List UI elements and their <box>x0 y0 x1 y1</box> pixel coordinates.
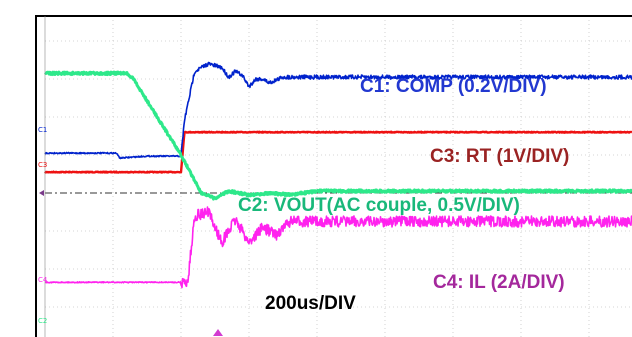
c4-il-trace <box>44 206 632 289</box>
traces <box>44 61 632 289</box>
c2-vout-trace <box>44 70 632 201</box>
c1-comp-trace <box>44 61 632 160</box>
timebase-label: 200us/DIV <box>265 293 356 314</box>
trigger-level-arrow <box>39 190 44 196</box>
c1-channel-marker: C1 <box>38 126 48 134</box>
c4-channel-marker: C4 <box>38 276 48 284</box>
grid <box>45 16 632 337</box>
c1-trace-label: C1: COMP (0.2V/DIV) <box>360 76 547 97</box>
c3-rt-trace <box>44 130 632 174</box>
trigger-position-marker <box>213 329 223 336</box>
c4-trace-label: C4: IL (2A/DIV) <box>433 272 565 293</box>
c3-trace-label: C3: RT (1V/DIV) <box>430 146 570 167</box>
c2-channel-marker: C2 <box>38 317 48 325</box>
c3-channel-marker: C3 <box>38 161 48 169</box>
c2-trace-label: C2: VOUT(AC couple, 0.5V/DIV) <box>238 195 520 216</box>
